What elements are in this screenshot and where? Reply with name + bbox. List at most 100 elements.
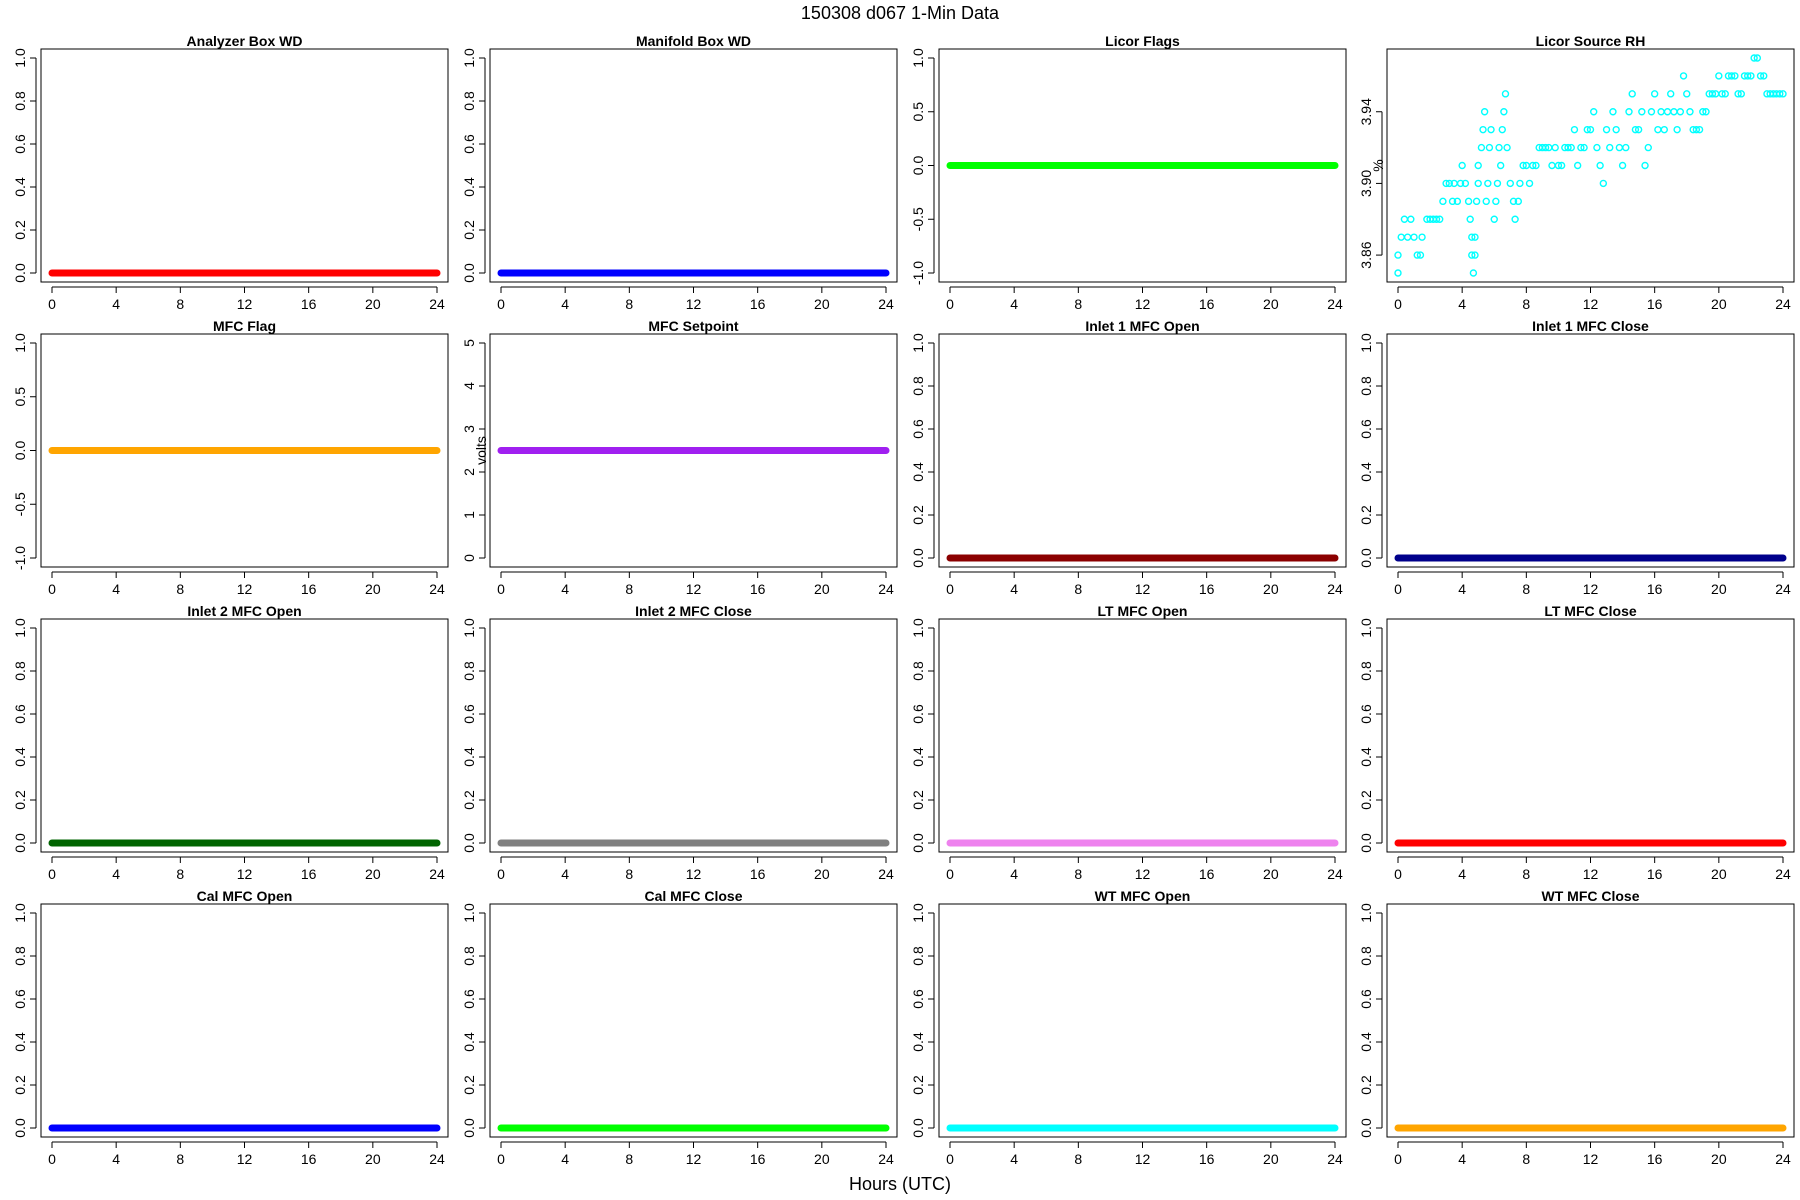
x-tick-label: 12 — [1135, 581, 1151, 597]
x-tick-label: 12 — [1583, 296, 1599, 312]
y-tick-label: 0.4 — [1358, 1032, 1374, 1052]
x-tick-label: 16 — [1199, 1151, 1215, 1167]
y-tick-label: 0.6 — [1358, 419, 1374, 439]
data-point — [1503, 143, 1511, 152]
data-point — [1622, 143, 1630, 152]
y-tick-label: 0.6 — [910, 989, 926, 1009]
y-tick-label: -1.0 — [910, 261, 926, 285]
y-tick-label: 0.4 — [1358, 747, 1374, 767]
data-point — [1747, 72, 1755, 80]
data-point — [1514, 197, 1523, 206]
data-point — [1590, 108, 1598, 116]
x-tick-label: 12 — [1135, 1151, 1151, 1167]
x-tick-label: 24 — [1775, 581, 1791, 597]
panel-9: Inlet 2 MFC Open 0 4 8 12 16 20 24 0.0 0.2 0.4 0.6 0… — [12, 603, 449, 882]
data-point — [1442, 179, 1450, 188]
data-point — [1493, 179, 1502, 188]
data-point — [1615, 143, 1624, 152]
data-point — [1448, 197, 1457, 206]
x-tick-label: 16 — [1647, 866, 1663, 882]
data-point — [1541, 143, 1550, 152]
data-point — [1557, 161, 1566, 170]
y-tick-label: 0.0 — [1358, 833, 1374, 853]
x-tick-label: 20 — [365, 296, 381, 312]
x-tick-label: 16 — [750, 296, 766, 312]
data-point — [1474, 161, 1482, 170]
y-tick-label: 0.2 — [910, 1075, 926, 1095]
panel-13: Cal MFC Open 0 4 8 12 16 20 24 0.0 0.2 0.4 0.6 0.8 1.… — [12, 888, 449, 1167]
x-tick-label: 0 — [497, 581, 505, 597]
data-point — [1683, 90, 1691, 98]
x-tick-label: 12 — [237, 296, 253, 312]
x-tick-label: 24 — [1775, 296, 1791, 312]
x-tick-label: 0 — [1394, 581, 1402, 597]
y-tick-label: 1.0 — [910, 903, 926, 923]
data-point — [1628, 90, 1636, 98]
x-tick-label: 24 — [429, 581, 445, 597]
data-point — [1464, 197, 1473, 206]
data-point — [1471, 251, 1479, 259]
x-tick-label: 8 — [176, 296, 184, 312]
data-point — [1631, 125, 1640, 134]
panel-frame — [40, 48, 449, 283]
data-point — [1407, 215, 1415, 223]
x-tick-label: 12 — [686, 866, 702, 882]
y-tick-label: 0.8 — [1358, 376, 1374, 396]
x-tick-label: 4 — [112, 581, 120, 597]
x-tick-label: 0 — [946, 1151, 954, 1167]
x-tick-label: 16 — [1647, 1151, 1663, 1167]
y-tick-label: -0.5 — [910, 207, 926, 231]
data-point — [1551, 143, 1559, 152]
data-point — [1731, 72, 1739, 80]
data-point — [1750, 54, 1758, 62]
x-tick-label: 16 — [301, 581, 317, 597]
x-tick-label: 8 — [1522, 581, 1530, 597]
y-tick-label: 1 — [461, 511, 477, 519]
panel-5: MFC Flag 0 4 8 12 16 20 24 -1.0 -0.5 0.0 0.5 1.0 — [12, 318, 449, 597]
y-tick-label: 0.2 — [12, 1075, 28, 1095]
y-tick-label: 0.4 — [12, 1032, 28, 1052]
data-point — [1663, 108, 1672, 116]
data-point — [1657, 108, 1665, 116]
x-tick-label: 8 — [1522, 1151, 1530, 1167]
x-tick-label: 20 — [1711, 296, 1727, 312]
x-tick-label: 4 — [1458, 1151, 1466, 1167]
data-point — [1495, 143, 1503, 152]
x-tick-label: 12 — [686, 296, 702, 312]
data-point — [1519, 161, 1527, 170]
data-point — [1548, 161, 1556, 170]
data-point — [1529, 161, 1537, 170]
y-tick-label: 0.0 — [461, 263, 477, 283]
data-point — [1679, 72, 1688, 80]
y-tick-label: 0.4 — [461, 1032, 477, 1052]
y-tick-label: 0.6 — [461, 704, 477, 724]
panel-title: Licor Flags — [1105, 33, 1180, 49]
data-point — [1445, 179, 1454, 188]
x-tick-label: 24 — [1327, 1151, 1343, 1167]
data-point — [1625, 108, 1633, 116]
x-tick-label: 20 — [1711, 866, 1727, 882]
x-tick-label: 20 — [1263, 1151, 1279, 1167]
y-tick-label: 0.0 — [12, 441, 28, 461]
panel-frame — [938, 333, 1347, 568]
data-point — [1583, 125, 1591, 134]
x-tick-label: 4 — [561, 866, 569, 882]
y-tick-label: 1.0 — [1358, 618, 1374, 638]
x-tick-label: 0 — [946, 581, 954, 597]
data-point — [1468, 233, 1476, 241]
x-tick-label: 4 — [1010, 866, 1018, 882]
x-tick-label: 0 — [48, 1151, 56, 1167]
y-tick-label: 0.2 — [12, 220, 28, 240]
panel-15: WT MFC Open 0 4 8 12 16 20 24 0.0 0.2 0.4 0.6 0.8 1.0 — [910, 888, 1347, 1167]
panel-11: LT MFC Open 0 4 8 12 16 20 24 0.0 0.2 0.4 0.6 0.8 1.0 — [910, 603, 1347, 882]
y-tick-label: 1.0 — [12, 333, 28, 353]
data-point — [1612, 125, 1620, 134]
y-tick-label: 0.4 — [910, 1032, 926, 1052]
y-tick-label: 0.2 — [1358, 505, 1374, 525]
y-tick-label: 0 — [461, 554, 477, 562]
data-point — [1654, 125, 1662, 134]
x-tick-label: 24 — [878, 866, 894, 882]
panel-3: Licor Flags 0 4 8 12 16 20 24 -1.0 -0.5 0.0 0.5 1.0 — [910, 33, 1347, 312]
data-point — [1586, 125, 1595, 134]
x-tick-label: 16 — [301, 866, 317, 882]
